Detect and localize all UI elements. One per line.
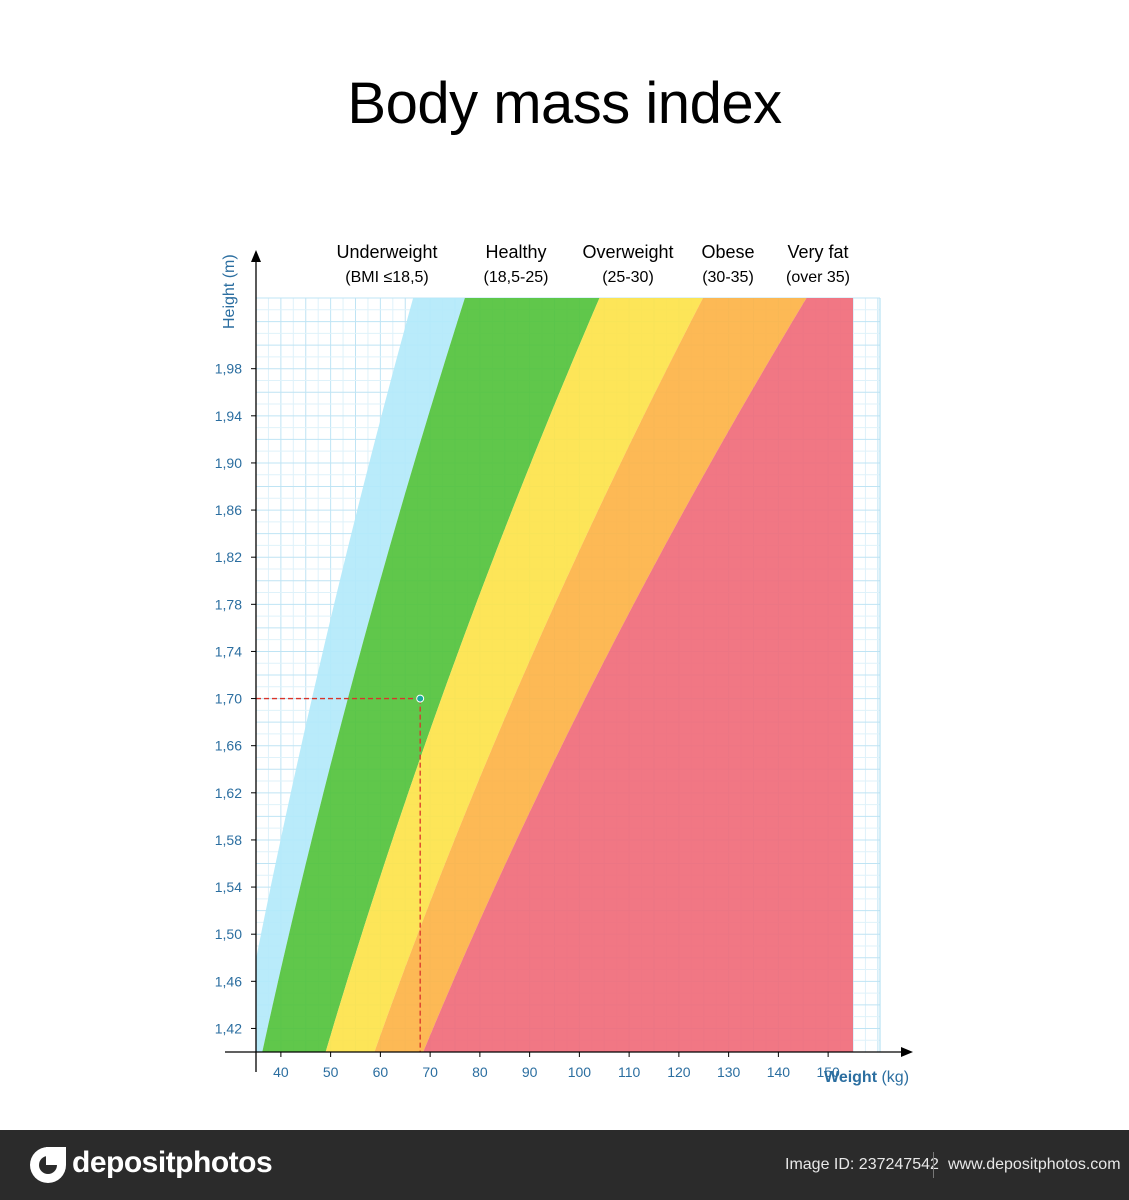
bmi-bands xyxy=(256,298,853,1052)
chart-title: Body mass index xyxy=(347,71,782,136)
category-range: (30-35) xyxy=(702,269,754,286)
x-tick-label: 110 xyxy=(618,1064,641,1080)
y-axis-title: Height (m) xyxy=(221,254,238,329)
footer-bar: depositphotos Image ID: 237247542 www.de… xyxy=(0,1130,1129,1200)
x-axis-title: Weight (kg) xyxy=(824,1069,909,1086)
category-label: Obese xyxy=(701,242,754,262)
y-tick-label: 1,54 xyxy=(215,879,242,895)
category-label: Healthy xyxy=(485,242,546,262)
x-tick-label: 60 xyxy=(373,1064,389,1080)
depositphotos-logo-icon xyxy=(30,1147,66,1183)
y-tick-label: 1,94 xyxy=(215,408,242,424)
x-tick-label: 40 xyxy=(273,1064,289,1080)
category-range: (over 35) xyxy=(786,269,850,286)
footer-url: www.depositphotos.com xyxy=(948,1156,1121,1173)
y-tick-label: 1,70 xyxy=(215,691,242,707)
x-tick-label: 100 xyxy=(568,1064,592,1080)
category-range: (25-30) xyxy=(602,269,654,286)
x-tick-label: 140 xyxy=(767,1064,791,1080)
category-labels: Underweight (BMI ≤18,5) Healthy (18,5-25) Ov… xyxy=(336,242,850,286)
highlight-point xyxy=(416,694,425,703)
x-tick-label: 150 xyxy=(816,1064,840,1080)
example-marker xyxy=(256,694,425,1052)
image-id: Image ID: 237247542 xyxy=(785,1156,939,1173)
y-axis-arrow xyxy=(251,250,261,262)
y-tick-label: 1,86 xyxy=(215,502,242,518)
category-label: Very fat xyxy=(787,242,848,262)
y-tick-label: 1,50 xyxy=(215,926,242,942)
y-tick-label: 1,98 xyxy=(215,361,242,377)
y-tick-label: 1,74 xyxy=(215,643,242,659)
x-tick-label: 70 xyxy=(422,1064,438,1080)
y-tick-label: 1,78 xyxy=(215,596,242,612)
category-range: (18,5-25) xyxy=(484,269,549,286)
x-tick-label: 80 xyxy=(472,1064,488,1080)
x-axis-arrow xyxy=(901,1047,913,1057)
category-label: Overweight xyxy=(582,242,673,262)
tick-labels: 40 50 60 70 80 90 100 110 120 130 140 150 1,42 1,46 1,… xyxy=(215,254,909,1086)
x-tick-label: 130 xyxy=(717,1064,741,1080)
band-obese xyxy=(374,298,807,1052)
x-tick-label: 90 xyxy=(522,1064,538,1080)
axes xyxy=(225,250,913,1072)
footer-divider xyxy=(933,1152,934,1178)
band-very-fat xyxy=(423,298,853,1052)
y-tick-label: 1,66 xyxy=(215,738,242,754)
y-tick-label: 1,62 xyxy=(215,785,242,801)
depositphotos-logo-text: depositphotos xyxy=(72,1146,273,1179)
x-axis-title-unit: (kg) xyxy=(877,1069,909,1086)
y-tick-label: 1,42 xyxy=(215,1020,242,1036)
x-tick-label: 120 xyxy=(667,1064,691,1080)
band-healthy xyxy=(262,298,600,1052)
bmi-chart: 40 50 60 70 80 90 100 110 120 130 140 150 1,42 1,46 1,… xyxy=(215,242,913,1086)
x-axis-title-main: Weight xyxy=(824,1069,878,1086)
y-tick-label: 1,82 xyxy=(215,549,242,565)
band-underweight xyxy=(256,298,465,1052)
y-tick-label: 1,46 xyxy=(215,973,242,989)
y-tick-label: 1,90 xyxy=(215,455,242,471)
x-tick-label: 50 xyxy=(323,1064,339,1080)
category-range: (BMI ≤18,5) xyxy=(345,269,428,286)
y-tick-label: 1,58 xyxy=(215,832,242,848)
category-label: Underweight xyxy=(336,242,437,262)
